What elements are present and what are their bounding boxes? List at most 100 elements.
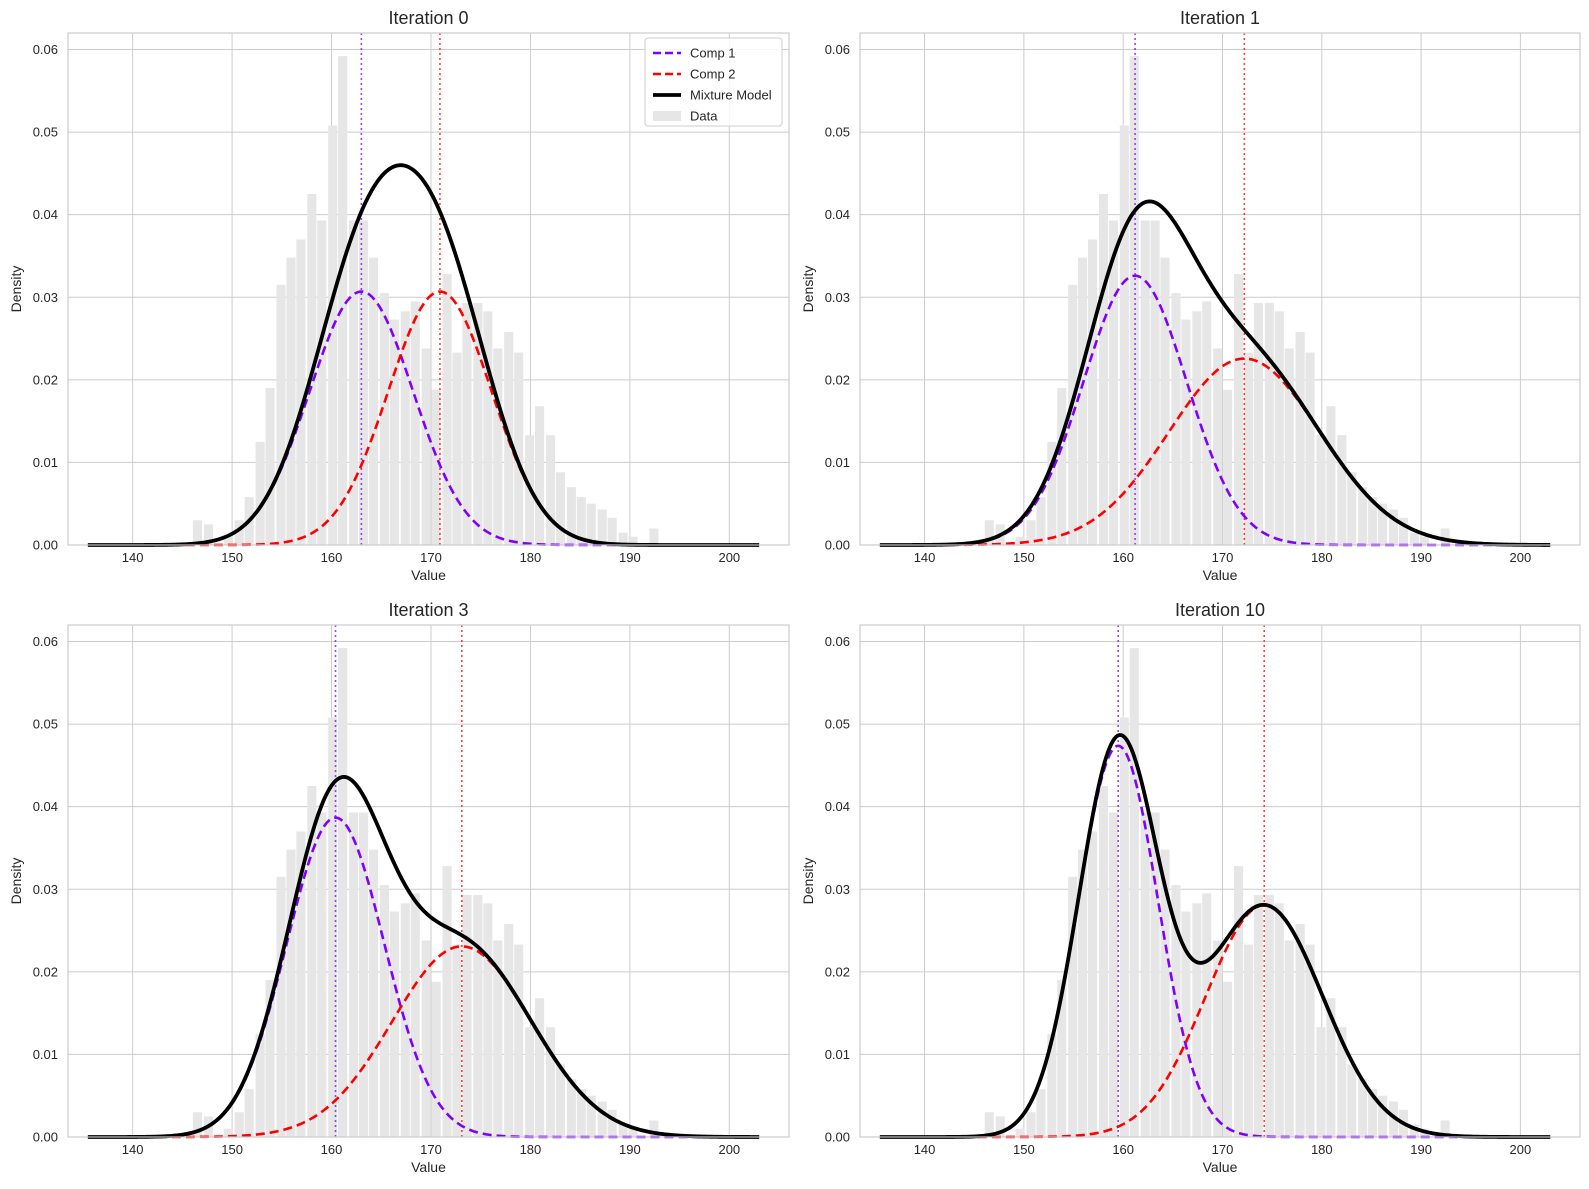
histogram-bar: [483, 903, 493, 1137]
histogram-bar: [1088, 831, 1098, 1137]
histogram-bar: [1068, 876, 1078, 1137]
histogram-bar: [1264, 303, 1274, 545]
histogram-bar: [442, 274, 452, 545]
histogram-bar: [400, 903, 410, 1137]
histogram-bar: [618, 1124, 628, 1137]
histogram-bar: [1150, 812, 1160, 1137]
x-tick-label: 180: [1311, 1142, 1333, 1157]
x-axis-label: Value: [411, 567, 446, 583]
histogram-bar: [1274, 311, 1284, 545]
histogram-bar: [514, 944, 524, 1137]
histogram-bar: [586, 503, 596, 545]
axes-frame: [67, 32, 790, 546]
y-tick-label: 0.05: [33, 125, 58, 140]
histogram-bar: [338, 56, 348, 545]
histogram-bar: [358, 812, 369, 1137]
histogram-bar: [1119, 125, 1129, 545]
y-tick-label: 0.02: [825, 372, 850, 387]
subplot-title: Iteration 10: [1175, 600, 1265, 620]
histogram-bar: [1150, 220, 1160, 545]
histogram-bar: [1347, 1064, 1357, 1137]
histogram-bar: [1171, 885, 1181, 1137]
histogram-bar: [410, 893, 420, 1137]
histogram-bar: [1181, 911, 1191, 1137]
histogram-bar: [1243, 352, 1254, 545]
x-tick-label: 140: [122, 550, 144, 565]
histogram-bar: [379, 885, 389, 1137]
histogram-bar: [1213, 348, 1223, 545]
x-tick-label: 180: [520, 1142, 542, 1157]
histogram-bar: [203, 524, 213, 545]
x-axis-label: Value: [1203, 1159, 1238, 1175]
histogram-bar: [576, 1089, 586, 1137]
y-tick-label: 0.01: [33, 1047, 58, 1062]
histogram-bar: [1098, 786, 1109, 1137]
histogram-bar: [535, 998, 545, 1137]
histogram-bar: [223, 1128, 233, 1137]
y-tick-label: 0.06: [825, 42, 850, 57]
histogram-bar: [566, 487, 576, 545]
histogram-bar: [296, 831, 306, 1137]
histogram-bar: [349, 220, 359, 545]
x-tick-label: 150: [221, 1142, 243, 1157]
histogram-bar: [1078, 849, 1088, 1137]
y-tick-label: 0.01: [33, 455, 58, 470]
histogram-bar: [1284, 348, 1294, 545]
histogram-bar: [1234, 866, 1244, 1137]
histogram-bar: [1337, 1027, 1347, 1137]
histogram-bar: [223, 536, 233, 545]
histogram-bar: [389, 911, 399, 1137]
x-tick-label: 140: [914, 550, 936, 565]
histogram-bar: [504, 923, 514, 1137]
histogram-bar: [1295, 331, 1305, 545]
histogram-bar: [1036, 497, 1046, 545]
histogram-bar: [1358, 1079, 1368, 1137]
subplot-2: 140 150 160 170 180 190 200 0.00 0.01 0.02 0.03 0.0…: [8, 600, 790, 1175]
histogram-bar: [410, 301, 420, 545]
x-tick-label: 190: [1410, 1142, 1432, 1157]
histogram-bar: [483, 311, 493, 545]
y-axis-label: Density: [800, 266, 816, 313]
histogram-bar: [555, 1064, 565, 1137]
x-tick-label: 150: [221, 550, 243, 565]
histogram-bar: [296, 239, 306, 546]
y-tick-label: 0.00: [33, 538, 58, 553]
legend-swatch: [653, 111, 681, 121]
histogram-bar: [984, 520, 994, 545]
y-tick-label: 0.03: [33, 882, 58, 897]
histogram-bar: [1026, 1112, 1036, 1137]
subplot-1: 140 150 160 170 180 190 200 0.00 0.01 0.02 0.03 0.0…: [800, 8, 1581, 583]
histogram-bar: [1140, 220, 1150, 545]
legend-label: Mixture Model: [690, 88, 772, 103]
histogram-bar: [628, 1128, 638, 1137]
histogram-bar: [984, 1112, 994, 1137]
axes-frame: [859, 32, 1581, 546]
histogram-bar: [1015, 536, 1025, 545]
histogram-bar: [328, 717, 338, 1137]
legend-label: Comp 2: [690, 67, 736, 82]
y-tick-label: 0.04: [825, 799, 850, 814]
histogram-bar: [1409, 1124, 1419, 1137]
histogram-bar: [400, 311, 410, 545]
legend: Comp 1 Comp 2 Mixture Model Data: [644, 37, 783, 127]
histogram-bar: [649, 528, 659, 545]
y-tick-label: 0.06: [825, 634, 850, 649]
axes-frame: [67, 624, 790, 1138]
histogram-bar: [1398, 517, 1408, 545]
x-tick-label: 200: [1510, 1142, 1532, 1157]
histogram-bar: [1316, 435, 1326, 545]
x-tick-label: 180: [1311, 550, 1333, 565]
histogram-bar: [566, 1079, 576, 1137]
histogram-bar: [1129, 56, 1139, 545]
histogram-bar: [1440, 528, 1450, 545]
histogram-bar: [1337, 435, 1347, 545]
y-tick-label: 0.06: [33, 42, 58, 57]
x-tick-label: 170: [420, 550, 442, 565]
histogram-bar: [1274, 903, 1284, 1137]
y-tick-label: 0.02: [825, 964, 850, 979]
histogram-bar: [276, 876, 286, 1137]
histogram-bar: [555, 472, 565, 545]
histogram-bar: [545, 1027, 556, 1137]
histogram-bar: [535, 406, 545, 545]
x-tick-label: 160: [1112, 550, 1134, 565]
